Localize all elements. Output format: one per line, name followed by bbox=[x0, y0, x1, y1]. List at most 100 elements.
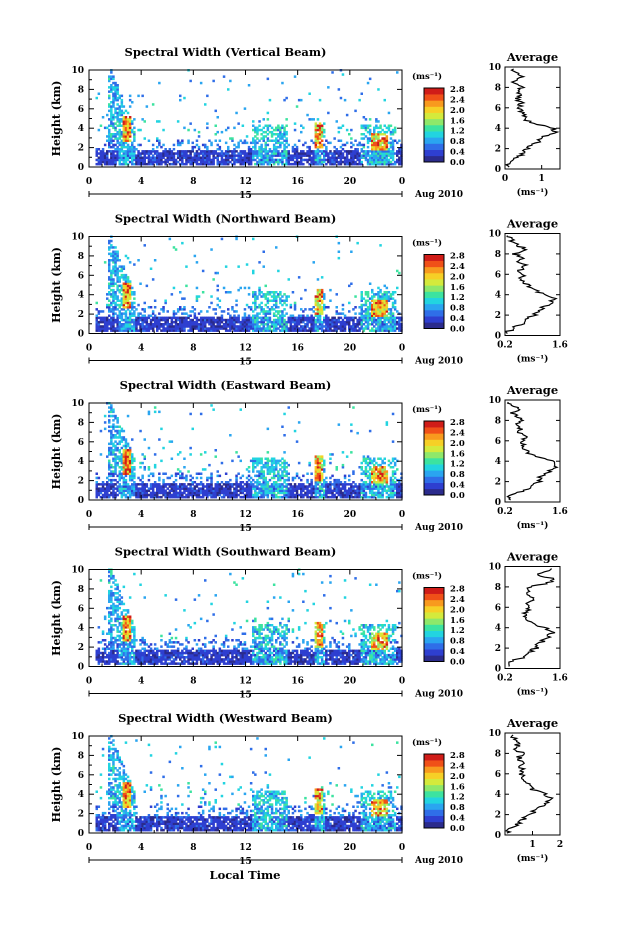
heatmap-cell bbox=[97, 152, 101, 155]
heatmap-cell bbox=[114, 109, 117, 113]
heatmap-cell bbox=[381, 301, 384, 305]
heatmap-cell bbox=[262, 162, 265, 166]
heatmap-cell bbox=[181, 493, 184, 497]
heatmap-cell bbox=[379, 295, 382, 298]
heatmap-cell bbox=[95, 472, 98, 475]
heatmap-cell bbox=[201, 489, 205, 492]
heatmap-cell bbox=[239, 152, 242, 155]
heatmap-cell bbox=[272, 303, 276, 307]
heatmap-cell bbox=[122, 156, 126, 159]
heatmap-cell bbox=[108, 419, 111, 422]
heatmap-cell bbox=[323, 130, 326, 134]
heatmap-cell bbox=[264, 481, 267, 484]
heatmap-cell bbox=[143, 325, 146, 328]
heatmap-cell bbox=[174, 489, 178, 492]
heatmap-cell bbox=[153, 325, 157, 328]
heatmap-cell bbox=[318, 154, 322, 157]
heatmap-cell bbox=[345, 158, 349, 162]
heatmap-cell bbox=[277, 327, 280, 330]
heatmap-cell bbox=[153, 491, 157, 495]
heatmap-cell bbox=[368, 150, 372, 153]
heatmap-cell bbox=[316, 483, 320, 486]
heatmap-cell bbox=[133, 148, 136, 151]
heatmap-cell bbox=[131, 143, 134, 147]
heatmap-cell bbox=[331, 495, 334, 499]
heatmap-cell bbox=[116, 252, 119, 256]
heatmap-cell bbox=[379, 314, 382, 317]
heatmap-cell bbox=[108, 483, 111, 486]
heatmap-cell bbox=[206, 495, 209, 499]
heatmap-cell bbox=[229, 325, 232, 328]
heatmap-cell bbox=[323, 150, 326, 153]
heatmap-cell bbox=[108, 453, 111, 456]
heatmap-cell bbox=[139, 327, 142, 330]
heatmap-cell bbox=[116, 124, 119, 127]
heatmap-cell bbox=[131, 291, 134, 294]
heatmap-cell bbox=[335, 152, 338, 155]
heatmap-cell bbox=[166, 318, 169, 322]
heatmap-cell bbox=[133, 491, 136, 495]
heatmap-cell bbox=[266, 323, 270, 326]
heatmap-cell bbox=[116, 152, 119, 155]
heatmap-cell bbox=[354, 489, 357, 492]
heatmap-cell bbox=[295, 162, 299, 166]
heatmap-cell bbox=[264, 293, 267, 296]
heatmap-cell bbox=[128, 295, 132, 298]
heatmap-cell bbox=[373, 139, 376, 142]
heatmap-cell bbox=[279, 128, 282, 132]
heatmap-cell bbox=[323, 303, 326, 307]
heatmap-cell bbox=[277, 141, 280, 145]
heatmap-cell bbox=[371, 145, 374, 149]
heatmap-cell bbox=[268, 154, 272, 157]
heatmap-cell bbox=[266, 160, 270, 164]
avg-y-tick-label: 4 bbox=[495, 291, 501, 301]
heatmap-cell bbox=[212, 152, 215, 155]
heatmap-cell bbox=[281, 162, 284, 166]
avg-x-tick-label: 0 bbox=[502, 174, 508, 184]
heatmap-cell bbox=[120, 105, 124, 108]
heatmap-cell bbox=[277, 483, 280, 486]
heatmap-cell bbox=[191, 160, 194, 164]
heatmap-cell bbox=[343, 320, 347, 324]
heatmap-cell bbox=[383, 152, 386, 155]
heatmap-cell bbox=[206, 158, 209, 162]
heatmap-cell bbox=[252, 318, 255, 322]
heatmap-cell bbox=[176, 143, 180, 147]
heatmap-cell bbox=[118, 96, 121, 100]
heatmap-cell bbox=[285, 472, 288, 475]
heatmap-cell bbox=[368, 466, 372, 469]
heatmap-cell bbox=[95, 158, 98, 162]
heatmap-cell bbox=[283, 139, 286, 142]
heatmap-cell bbox=[101, 487, 105, 490]
heatmap-cell bbox=[291, 318, 295, 322]
heatmap-cell bbox=[241, 316, 245, 320]
heatmap-cell bbox=[381, 308, 384, 311]
heatmap-cell bbox=[147, 314, 151, 317]
heatmap-cell bbox=[220, 318, 224, 322]
heatmap-cell bbox=[118, 160, 121, 164]
heatmap-cell bbox=[343, 474, 347, 478]
heatmap-cell bbox=[289, 493, 293, 497]
heatmap-cell bbox=[362, 489, 366, 492]
heatmap-cell bbox=[373, 128, 376, 132]
heatmap-cell bbox=[120, 436, 124, 439]
heatmap-cell bbox=[287, 463, 290, 467]
heatmap-cell bbox=[120, 325, 124, 328]
heatmap-cell bbox=[325, 316, 328, 320]
heatmap-cell bbox=[272, 152, 276, 155]
heatmap-cell bbox=[270, 491, 274, 495]
heatmap-cell bbox=[137, 152, 140, 155]
heatmap-cell bbox=[268, 308, 272, 311]
heatmap-cell bbox=[375, 120, 378, 123]
heatmap-cell bbox=[128, 122, 132, 125]
heatmap-cell bbox=[179, 98, 182, 102]
heatmap-cell bbox=[283, 126, 286, 130]
heatmap-cell bbox=[391, 312, 395, 315]
heatmap-cell bbox=[137, 489, 140, 492]
heatmap-cell bbox=[316, 327, 320, 330]
heatmap-cell bbox=[103, 414, 107, 418]
heatmap-cell bbox=[337, 325, 341, 328]
y-tick-label: 8 bbox=[78, 85, 84, 95]
heatmap-cell bbox=[385, 314, 389, 317]
heatmap-cell bbox=[116, 256, 119, 260]
